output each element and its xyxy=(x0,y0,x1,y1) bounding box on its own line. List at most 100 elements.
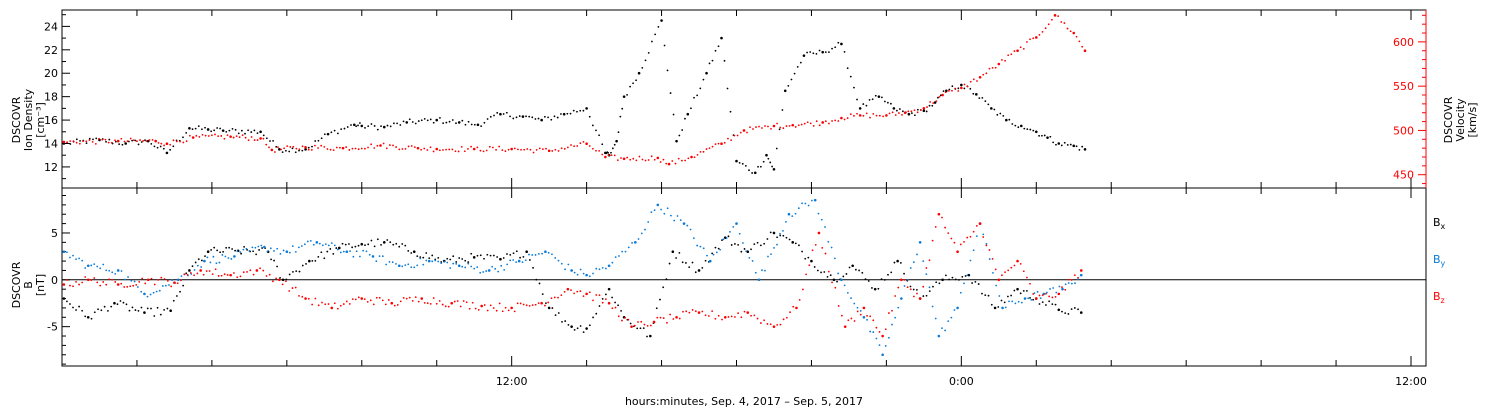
bz-point xyxy=(563,290,566,293)
by-point xyxy=(850,297,852,300)
ion-density-point xyxy=(635,79,637,82)
ion-density-point xyxy=(775,147,778,150)
ion-density-anchor-point xyxy=(821,50,824,54)
velocity-point xyxy=(702,150,705,153)
velocity-point xyxy=(136,140,138,143)
velocity-point xyxy=(351,147,354,150)
bx-point xyxy=(119,300,122,302)
velocity-point xyxy=(733,134,736,137)
velocity-point xyxy=(1038,33,1041,36)
bz-point xyxy=(236,276,239,279)
ion-density-point xyxy=(144,139,146,142)
ion-density-point xyxy=(871,98,874,101)
by-anchor-point xyxy=(397,264,401,268)
by-point xyxy=(557,259,560,262)
bx-point xyxy=(431,254,434,257)
velocity-point xyxy=(223,137,226,140)
by-point xyxy=(515,261,518,264)
ion-density-point xyxy=(1002,114,1005,117)
bz-anchor-point xyxy=(937,212,941,216)
bx-point xyxy=(258,249,261,251)
bz-point xyxy=(345,300,348,303)
ion-density-point xyxy=(601,143,604,146)
ion-density-point xyxy=(114,140,117,143)
velocity-point xyxy=(770,127,772,130)
velocity-point xyxy=(947,89,950,92)
ion-density-point xyxy=(579,109,582,112)
by-point xyxy=(266,250,269,253)
by-point xyxy=(794,212,797,215)
ion-density-point xyxy=(611,147,614,150)
by-point xyxy=(339,251,342,254)
bz-point xyxy=(972,230,975,233)
ion-density-point xyxy=(153,145,156,148)
bz-point xyxy=(495,309,498,312)
ion-density-point xyxy=(159,145,162,148)
velocity-point xyxy=(214,133,216,136)
bx-point xyxy=(182,284,185,287)
bz-point xyxy=(281,283,284,286)
bx-point xyxy=(733,243,736,245)
bz-point xyxy=(516,302,519,305)
bx-point xyxy=(785,236,788,239)
by-point xyxy=(985,242,988,245)
ion-density-point xyxy=(250,131,253,133)
ion-density-point xyxy=(901,110,904,113)
bx-point xyxy=(416,255,419,258)
ion-density-point xyxy=(925,110,928,113)
ion-density-point xyxy=(247,129,250,132)
ion-density-anchor-point xyxy=(675,139,678,143)
velocity-point xyxy=(824,120,827,123)
velocity-point xyxy=(501,149,504,151)
ion-density-point xyxy=(194,127,197,130)
bx-point xyxy=(916,288,918,291)
bx-point xyxy=(766,238,769,240)
by-point xyxy=(811,199,813,202)
legend-bz-sub: z xyxy=(1441,296,1445,305)
by-point xyxy=(1070,282,1073,285)
velocity-point xyxy=(110,141,113,144)
ion-density-point xyxy=(262,134,265,137)
by-point xyxy=(464,266,467,269)
bx-point xyxy=(467,261,470,263)
velocity-point xyxy=(1007,54,1010,57)
ion-density-point xyxy=(913,114,916,117)
velocity-point xyxy=(123,140,126,143)
bx-point xyxy=(150,307,152,310)
by-point xyxy=(531,254,534,256)
by-anchor-point xyxy=(1079,273,1083,277)
velocity-point xyxy=(865,112,868,115)
ion-density-point xyxy=(88,137,91,140)
ion-density-point xyxy=(118,143,121,146)
bx-point xyxy=(341,242,344,245)
bx-point xyxy=(932,285,934,288)
bx-anchor-point xyxy=(607,287,611,291)
by-point xyxy=(761,269,763,272)
velocity-point xyxy=(566,146,569,149)
velocity-anchor-point xyxy=(690,155,693,159)
by-point xyxy=(336,248,339,251)
by-point xyxy=(894,316,897,319)
by-point xyxy=(564,268,566,271)
ion-density-point xyxy=(420,119,423,122)
velocity-point xyxy=(894,114,897,116)
bz-anchor-point xyxy=(1079,269,1083,272)
bx-point xyxy=(455,261,458,263)
bx-point xyxy=(326,250,329,253)
ion-density-point xyxy=(657,25,660,28)
bx-point xyxy=(1029,297,1031,299)
by-point xyxy=(291,245,294,247)
by-point xyxy=(647,221,650,223)
bx-point xyxy=(329,248,332,250)
velocity-point xyxy=(163,144,166,147)
bx-point xyxy=(573,328,576,331)
bz-point xyxy=(601,301,604,304)
velocity-point xyxy=(767,125,769,128)
bx-point xyxy=(204,255,206,258)
bz-point xyxy=(193,274,195,277)
bx-point xyxy=(576,327,579,330)
by-point xyxy=(300,245,303,247)
bz-anchor-point xyxy=(480,304,483,308)
ion-density-point xyxy=(483,121,486,124)
ion-density-point xyxy=(669,92,672,94)
